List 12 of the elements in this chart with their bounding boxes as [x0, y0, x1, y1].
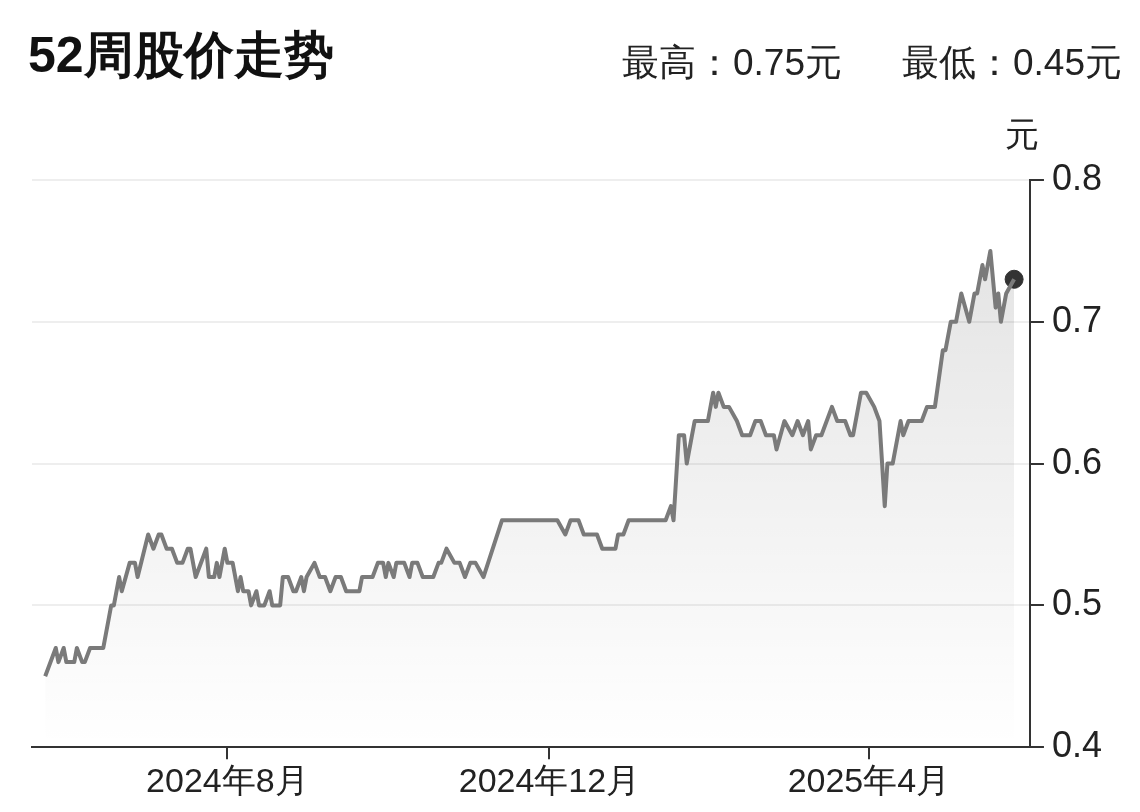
- y-tick-label: 0.7: [1051, 298, 1102, 340]
- x-tick-label: 2024年8月: [146, 760, 309, 799]
- y-tick-label: 0.8: [1051, 156, 1102, 198]
- y-tick-label: 0.4: [1051, 724, 1102, 766]
- text: 最低：0.45元: [901, 41, 1122, 85]
- chart-title: 52周股价走势: [28, 26, 334, 85]
- text: 最高：0.75元: [621, 41, 842, 85]
- x-tick-label: 2025年4月: [787, 760, 951, 799]
- y-tick-label: 0.6: [1051, 440, 1102, 482]
- y-tick-label: 0.5: [1051, 582, 1102, 624]
- x-tick-label: 2024年12月: [458, 760, 641, 799]
- y-axis-title: 元: [1005, 114, 1039, 155]
